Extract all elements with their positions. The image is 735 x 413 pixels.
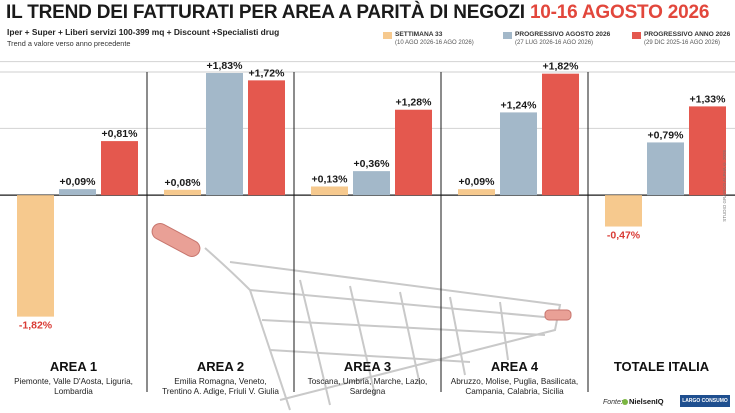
title-main: IL TREND DEI FATTURATI PER AREA A PARITÀ… [6,2,525,23]
bar [458,189,495,196]
chart-title: IL TREND DEI FATTURATI PER AREA A PARITÀ… [6,2,709,24]
bar [542,73,579,196]
bar [206,73,243,196]
region-label: Abruzzo, Molise, Puglia, Basilicata, [451,377,578,386]
legend-swatch [383,32,392,39]
bar-value-label: -0,47% [607,230,641,242]
category-label: AREA 1 [50,359,97,374]
legend-range: (27 LUG 2026-16 AGO 2026) [515,40,594,46]
bar [101,141,138,196]
region-label: Campania, Calabria, Sicilia [465,387,564,396]
cart-wheel-guard [544,309,572,321]
bar [164,189,201,196]
bar [500,112,537,196]
bar-value-label: -1,82% [19,320,53,332]
nielsen-dot-icon [622,399,628,406]
bar-value-label: +0,13% [312,173,349,185]
bar-value-label: +0,08% [165,177,202,189]
credit-text: STUDIO GRAFICO ALPHA © 2026 [722,150,727,222]
title-date: 10-16 AGOSTO 2026 [529,2,710,23]
nielsen-name: NielsenIQ [629,397,664,406]
bar [248,80,285,196]
shopping-cart-icon [204,247,562,411]
bar-value-label: +0,09% [459,176,496,188]
bar [689,106,726,196]
bar-value-label: +1,33% [690,93,727,105]
bar-value-label: +0,81% [102,128,139,140]
category-label: AREA 4 [491,359,539,374]
bar [353,171,390,196]
bar-value-label: +0,36% [354,158,391,170]
bar [59,189,96,196]
bar-value-label: +0,79% [648,129,685,141]
bar-value-label: +1,83% [207,60,244,72]
bar-value-label: +1,24% [501,99,538,111]
bar-value-label: +1,72% [249,67,286,79]
cart-handle [151,223,201,257]
region-label: Piemonte, Valle D'Aosta, Liguria, [14,377,133,386]
region-label: Sardegna [350,387,386,396]
bar-value-label: +1,82% [543,61,580,73]
region-label: Emilia Romagna, Veneto, [174,377,266,386]
chart-subtitle: Iper + Super + Liberi servizi 100-399 mq… [7,27,280,37]
bar-value-label: +1,28% [396,97,433,109]
bar [17,195,54,317]
category-label: AREA 2 [197,359,244,374]
bar [647,142,684,196]
legend-range: (10 AGO 2026-16 AGO 2026) [395,40,474,46]
bar-value-label: +0,09% [60,176,97,188]
legend-range: (29 DIC 2025-16 AGO 2026) [644,40,721,46]
legend-swatch [632,32,641,39]
nielsen-logo: NielsenIQ [622,397,664,406]
partner-logo: LARGO CONSUMO [680,395,730,407]
region-label: Toscana, Umbria, Marche, Lazio, [308,377,428,386]
chart-note: Trend a valore verso anno precedente [7,39,131,48]
region-label: Lombardia [54,387,93,396]
category-label: AREA 3 [344,359,391,374]
legend-label: PROGRESSIVO ANNO 2026 [644,31,731,38]
bar [311,186,348,196]
source-label: Fonte: [603,399,623,406]
category-label: TOTALE ITALIA [614,359,710,374]
legend-label: PROGRESSIVO AGOSTO 2026 [515,31,611,38]
bar [605,195,642,227]
region-label: Trentino A. Adige, Friuli V. Giulia [162,387,279,396]
bar [395,109,432,196]
legend-swatch [503,32,512,39]
legend-label: SETTIMANA 33 [395,31,443,38]
